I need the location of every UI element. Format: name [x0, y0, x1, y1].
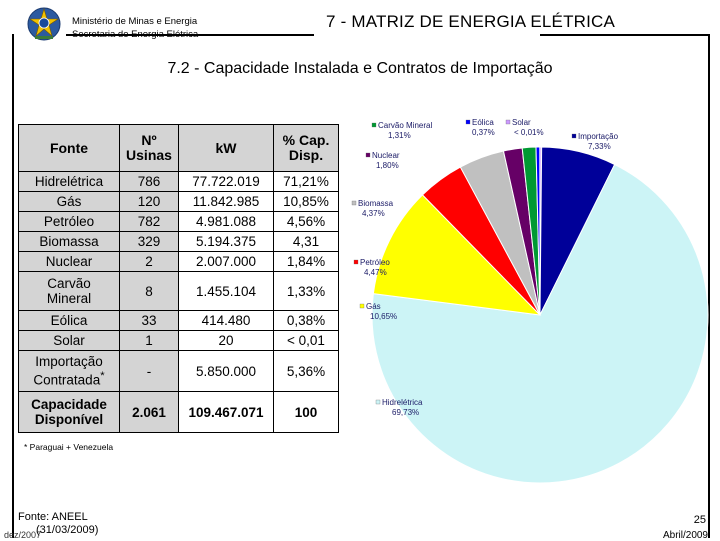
cell-pct: 1,33%	[273, 271, 339, 311]
pie-pct-label: 1,31%	[388, 131, 411, 140]
cell-kw: 4.981.088	[178, 211, 274, 232]
pie-label: Solar	[512, 118, 531, 127]
frame-right	[708, 34, 710, 538]
pie-label: Eólica	[472, 118, 494, 127]
ministry-line-1: Ministério de Minas e Energia	[72, 16, 198, 27]
cell-usinas: 786	[119, 171, 179, 192]
pie-slice-hidrel-trica	[371, 163, 709, 484]
slide-subtitle: 7.2 - Capacidade Instalada e Contratos d…	[167, 60, 553, 77]
footnote-mark: *	[100, 370, 105, 383]
table-row: Carvão Mineral 8 1.455.104 1,33%	[18, 271, 339, 311]
source-date: (31/03/2009)	[36, 524, 99, 536]
source-overlap-date: dez/2007	[4, 530, 42, 540]
pie-label: Gás	[366, 302, 381, 311]
ministry-name: Ministério de Minas e Energia Secretaria…	[72, 15, 198, 41]
cell-pct: 0,38%	[273, 310, 339, 331]
table-total-row: Capacidade Disponível 2.061 109.467.071 1…	[18, 391, 339, 433]
header-pct: % Cap. Disp.	[273, 124, 339, 172]
cell-pct: 4,31	[273, 231, 339, 252]
header-line-left	[66, 34, 314, 36]
cell-fonte: Nuclear	[18, 251, 120, 272]
header-line-right	[540, 34, 710, 36]
cell-pct: < 0,01	[273, 330, 339, 351]
cell-kw: 414.480	[178, 310, 274, 331]
legend-swatch	[465, 119, 471, 125]
cell-usinas: 8	[119, 271, 179, 311]
pie-pct-label: 0,37%	[472, 128, 495, 137]
legend-swatch	[375, 399, 381, 405]
legend-swatch	[359, 303, 365, 309]
cell-fonte: Biomassa	[18, 231, 120, 252]
frame-left	[12, 34, 14, 538]
pie-slice-g-s	[372, 194, 542, 316]
cell-pct: 71,21%	[273, 171, 339, 192]
source-label: Fonte: ANEEL	[18, 511, 88, 523]
slide-title: 7 - MATRIZ DE ENERGIA ELÉTRICA	[326, 12, 616, 31]
table-row: Petróleo 782 4.981.088 4,56%	[18, 211, 339, 232]
legend-swatch	[365, 152, 371, 158]
pie-label: Nuclear	[372, 151, 400, 160]
capacity-table: Fonte Nº Usinas kW % Cap. Disp. Hidrelétri…	[18, 124, 339, 433]
cell-kw: 5.194.375	[178, 231, 274, 252]
pie-pct-label: 4,47%	[364, 268, 387, 277]
source-note: Fonte: ANEEL (31/03/2009)	[18, 511, 98, 537]
page-number: 25	[693, 514, 706, 526]
pie-label: Importação	[578, 132, 619, 141]
pie-slice-solar	[539, 146, 543, 316]
cell-kw: 1.455.104	[178, 271, 274, 311]
pie-pct-label: 10,65%	[370, 312, 397, 321]
cell-usinas: 329	[119, 231, 179, 252]
pie-pct-label: < 0,01%	[514, 128, 544, 137]
legend-swatch	[371, 122, 377, 128]
cell-pct: 4,56%	[273, 211, 339, 232]
pie-label: Biomassa	[358, 199, 394, 208]
cell-fonte: Hidrelétrica	[18, 171, 120, 192]
total-usinas: 2.061	[119, 391, 179, 433]
cell-pct: 5,36%	[273, 350, 339, 392]
footer-date: Abril/2009	[662, 530, 708, 541]
table-row: Eólica 33 414.480 0,38%	[18, 310, 339, 331]
cell-usinas: -	[119, 350, 179, 392]
table-row: Importação Contratada* -5.850.000 5,36%	[18, 350, 339, 392]
pie-label: Carvão Mineral	[378, 121, 432, 130]
cell-pct: 1,84%	[273, 251, 339, 272]
total-pct: 100	[273, 391, 339, 433]
legend-swatch	[505, 119, 511, 125]
legend-swatch	[351, 200, 357, 206]
pie-pct-label: 69,73%	[392, 408, 419, 417]
footnote: * Paraguai + Venezuela	[24, 442, 114, 452]
table-row: Nuclear 2 2.007.000 1,84%	[18, 251, 339, 272]
pie-pct-label: 1,80%	[376, 161, 399, 170]
table-row: Biomassa 329 5.194.375 4,31	[18, 231, 339, 252]
pie-pct-label: 4,37%	[362, 209, 385, 218]
cell-usinas: 120	[119, 191, 179, 212]
brazil-coat-of-arms-logo	[27, 7, 61, 41]
table-row: Hidrelétrica 786 77.722.019 71,21%	[18, 171, 339, 192]
legend-swatch	[571, 133, 577, 139]
pie-pct-label: 7,33%	[588, 142, 611, 151]
pie-label: Petróleo	[360, 258, 390, 267]
ministry-line-2: Secretaria de Energia Elétrica	[72, 29, 199, 40]
pie-label: Hidrelétrica	[382, 398, 423, 407]
cell-kw: 5.850.000	[178, 350, 274, 392]
cell-kw: 77.722.019	[178, 171, 274, 192]
legend-swatch	[353, 259, 359, 265]
